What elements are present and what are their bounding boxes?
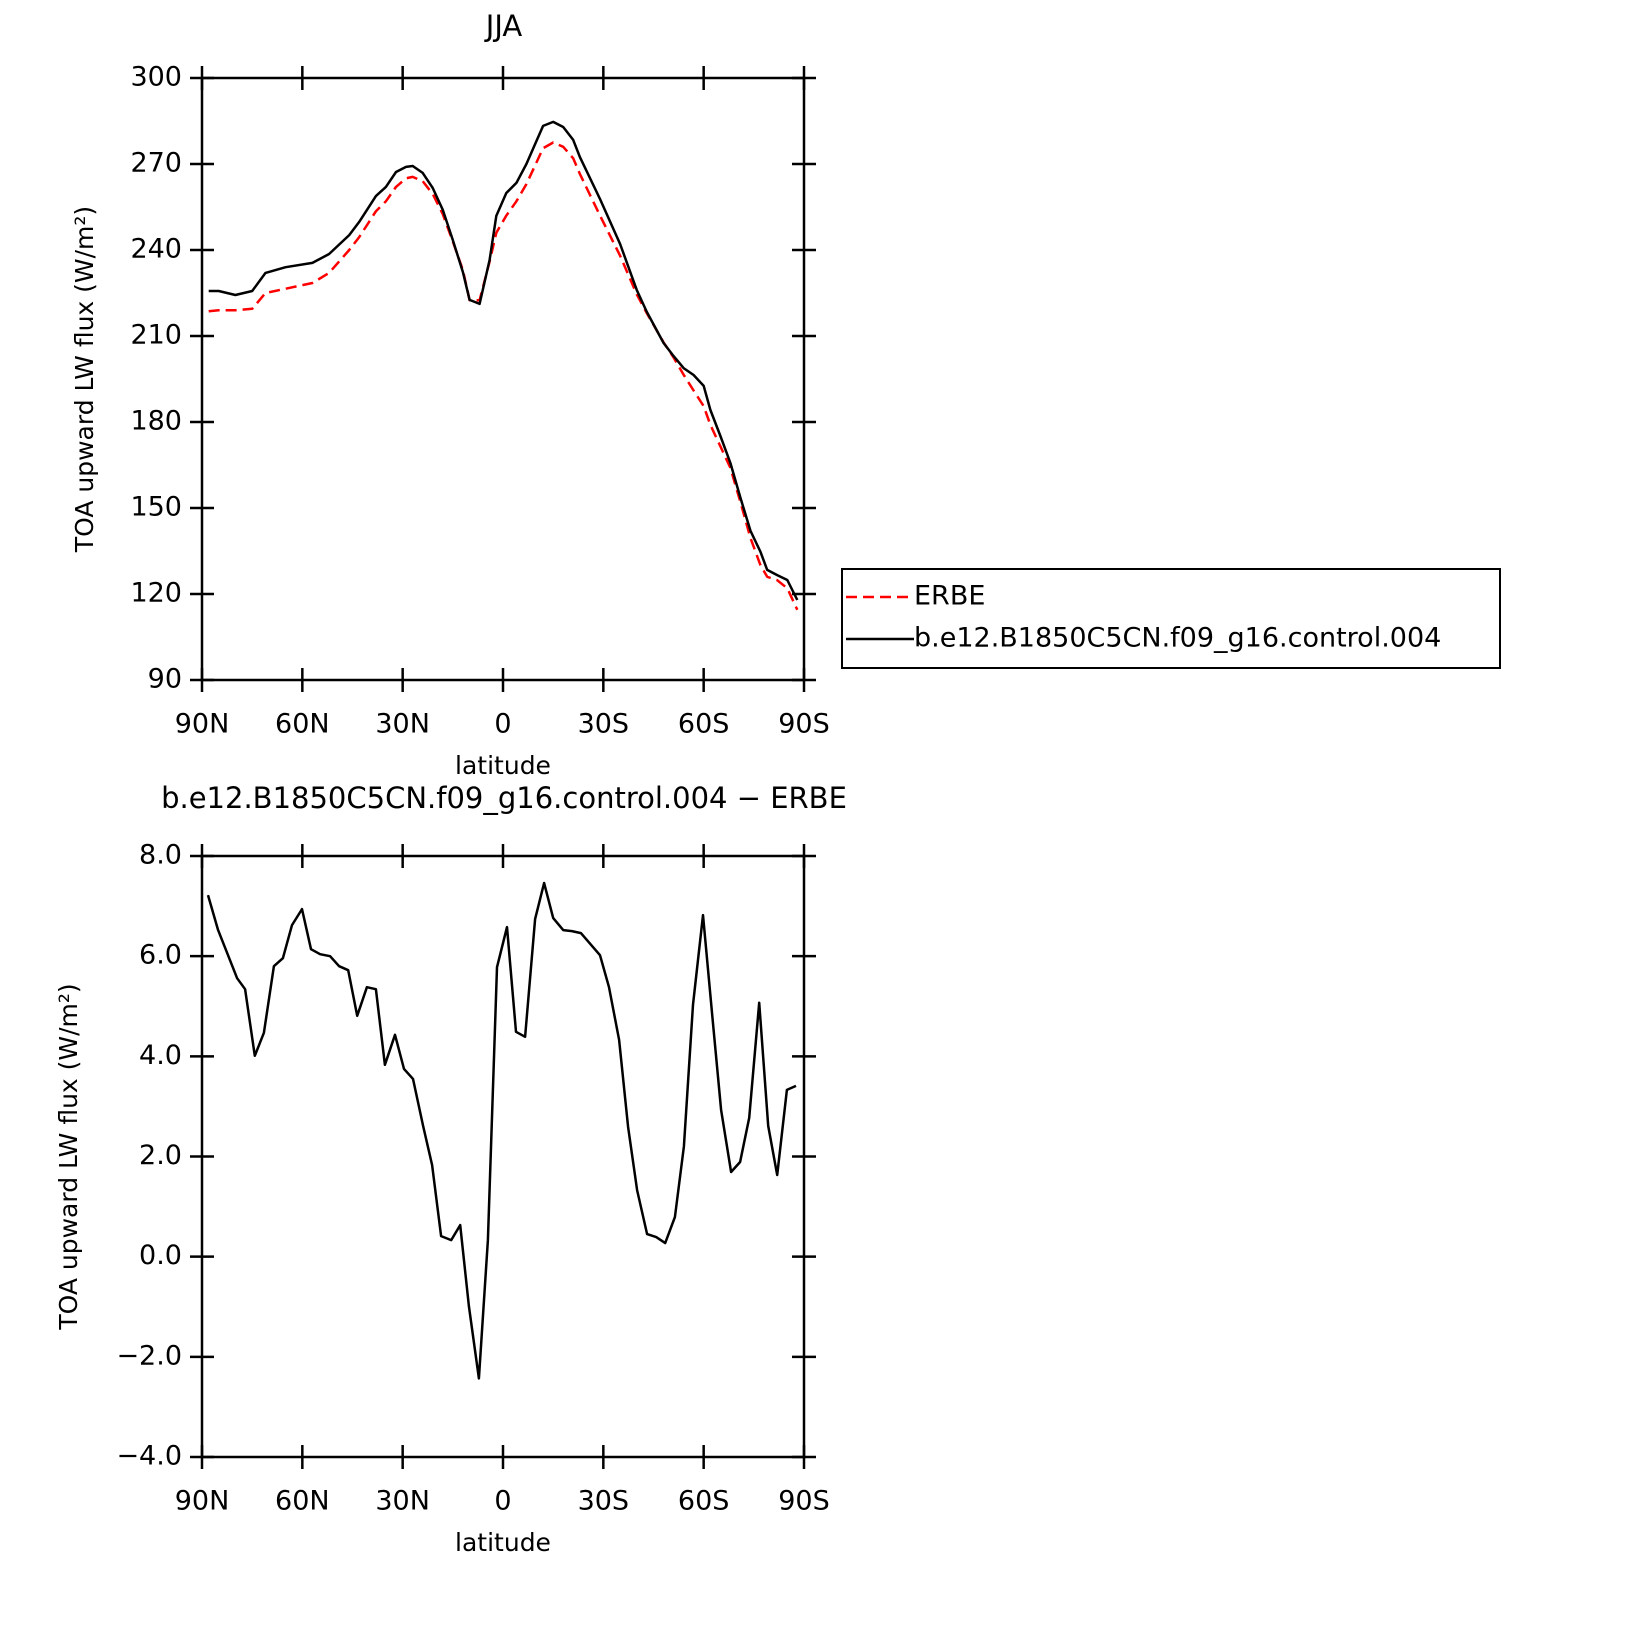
- y-tick-label: 240: [130, 234, 182, 265]
- x-tick-label: 60S: [678, 1486, 730, 1517]
- y-tick-label: 90: [148, 664, 182, 695]
- x-tick-label: 30N: [375, 709, 430, 740]
- plot-frame: [200, 76, 806, 682]
- y-tick-label: 210: [130, 320, 182, 351]
- y-tick-label: 150: [130, 492, 182, 523]
- y-tick-label: 0.0: [139, 1240, 182, 1271]
- y-tick-label: −4.0: [116, 1441, 182, 1472]
- x-axis-label: latitude: [455, 1528, 551, 1557]
- x-tick-label: 60N: [275, 1486, 330, 1517]
- y-tick-label: 120: [130, 578, 182, 609]
- x-tick-label: 90S: [778, 1486, 830, 1517]
- chart-title: b.e12.B1850C5CN.f09_g16.control.004 − ER…: [161, 781, 847, 815]
- y-tick-label: 8.0: [139, 840, 182, 871]
- y-axis-label: TOA upward LW flux (W/m²): [70, 206, 99, 553]
- x-tick-label: 0: [494, 709, 511, 740]
- legend-label: ERBE: [914, 581, 985, 612]
- data-line: [206, 881, 797, 1380]
- legend-box: [841, 568, 1501, 669]
- chart-title: JJA: [484, 9, 523, 43]
- x-tick-label: 0: [494, 1486, 511, 1517]
- y-tick-label: −2.0: [116, 1340, 182, 1371]
- plot-frame: [200, 854, 806, 1459]
- y-tick-label: 180: [130, 406, 182, 437]
- x-tick-label: 90S: [778, 709, 830, 740]
- y-tick-label: 270: [130, 148, 182, 179]
- x-tick-label: 30N: [375, 1486, 430, 1517]
- x-tick-label: 60N: [275, 709, 330, 740]
- y-tick-label: 4.0: [139, 1040, 182, 1071]
- x-tick-label: 30S: [578, 709, 630, 740]
- data-line: [208, 141, 799, 611]
- x-tick-label: 60S: [678, 709, 730, 740]
- data-line: [208, 120, 799, 601]
- y-tick-label: 300: [130, 62, 182, 93]
- y-tick-label: 2.0: [139, 1140, 182, 1171]
- x-tick-label: 90N: [175, 709, 230, 740]
- x-tick-label: 90N: [175, 1486, 230, 1517]
- x-tick-label: 30S: [578, 1486, 630, 1517]
- x-axis-label: latitude: [455, 751, 551, 780]
- y-axis-label: TOA upward LW flux (W/m²): [54, 983, 83, 1330]
- y-tick-label: 6.0: [139, 940, 182, 971]
- legend-label: b.e12.B1850C5CN.f09_g16.control.004: [914, 623, 1441, 654]
